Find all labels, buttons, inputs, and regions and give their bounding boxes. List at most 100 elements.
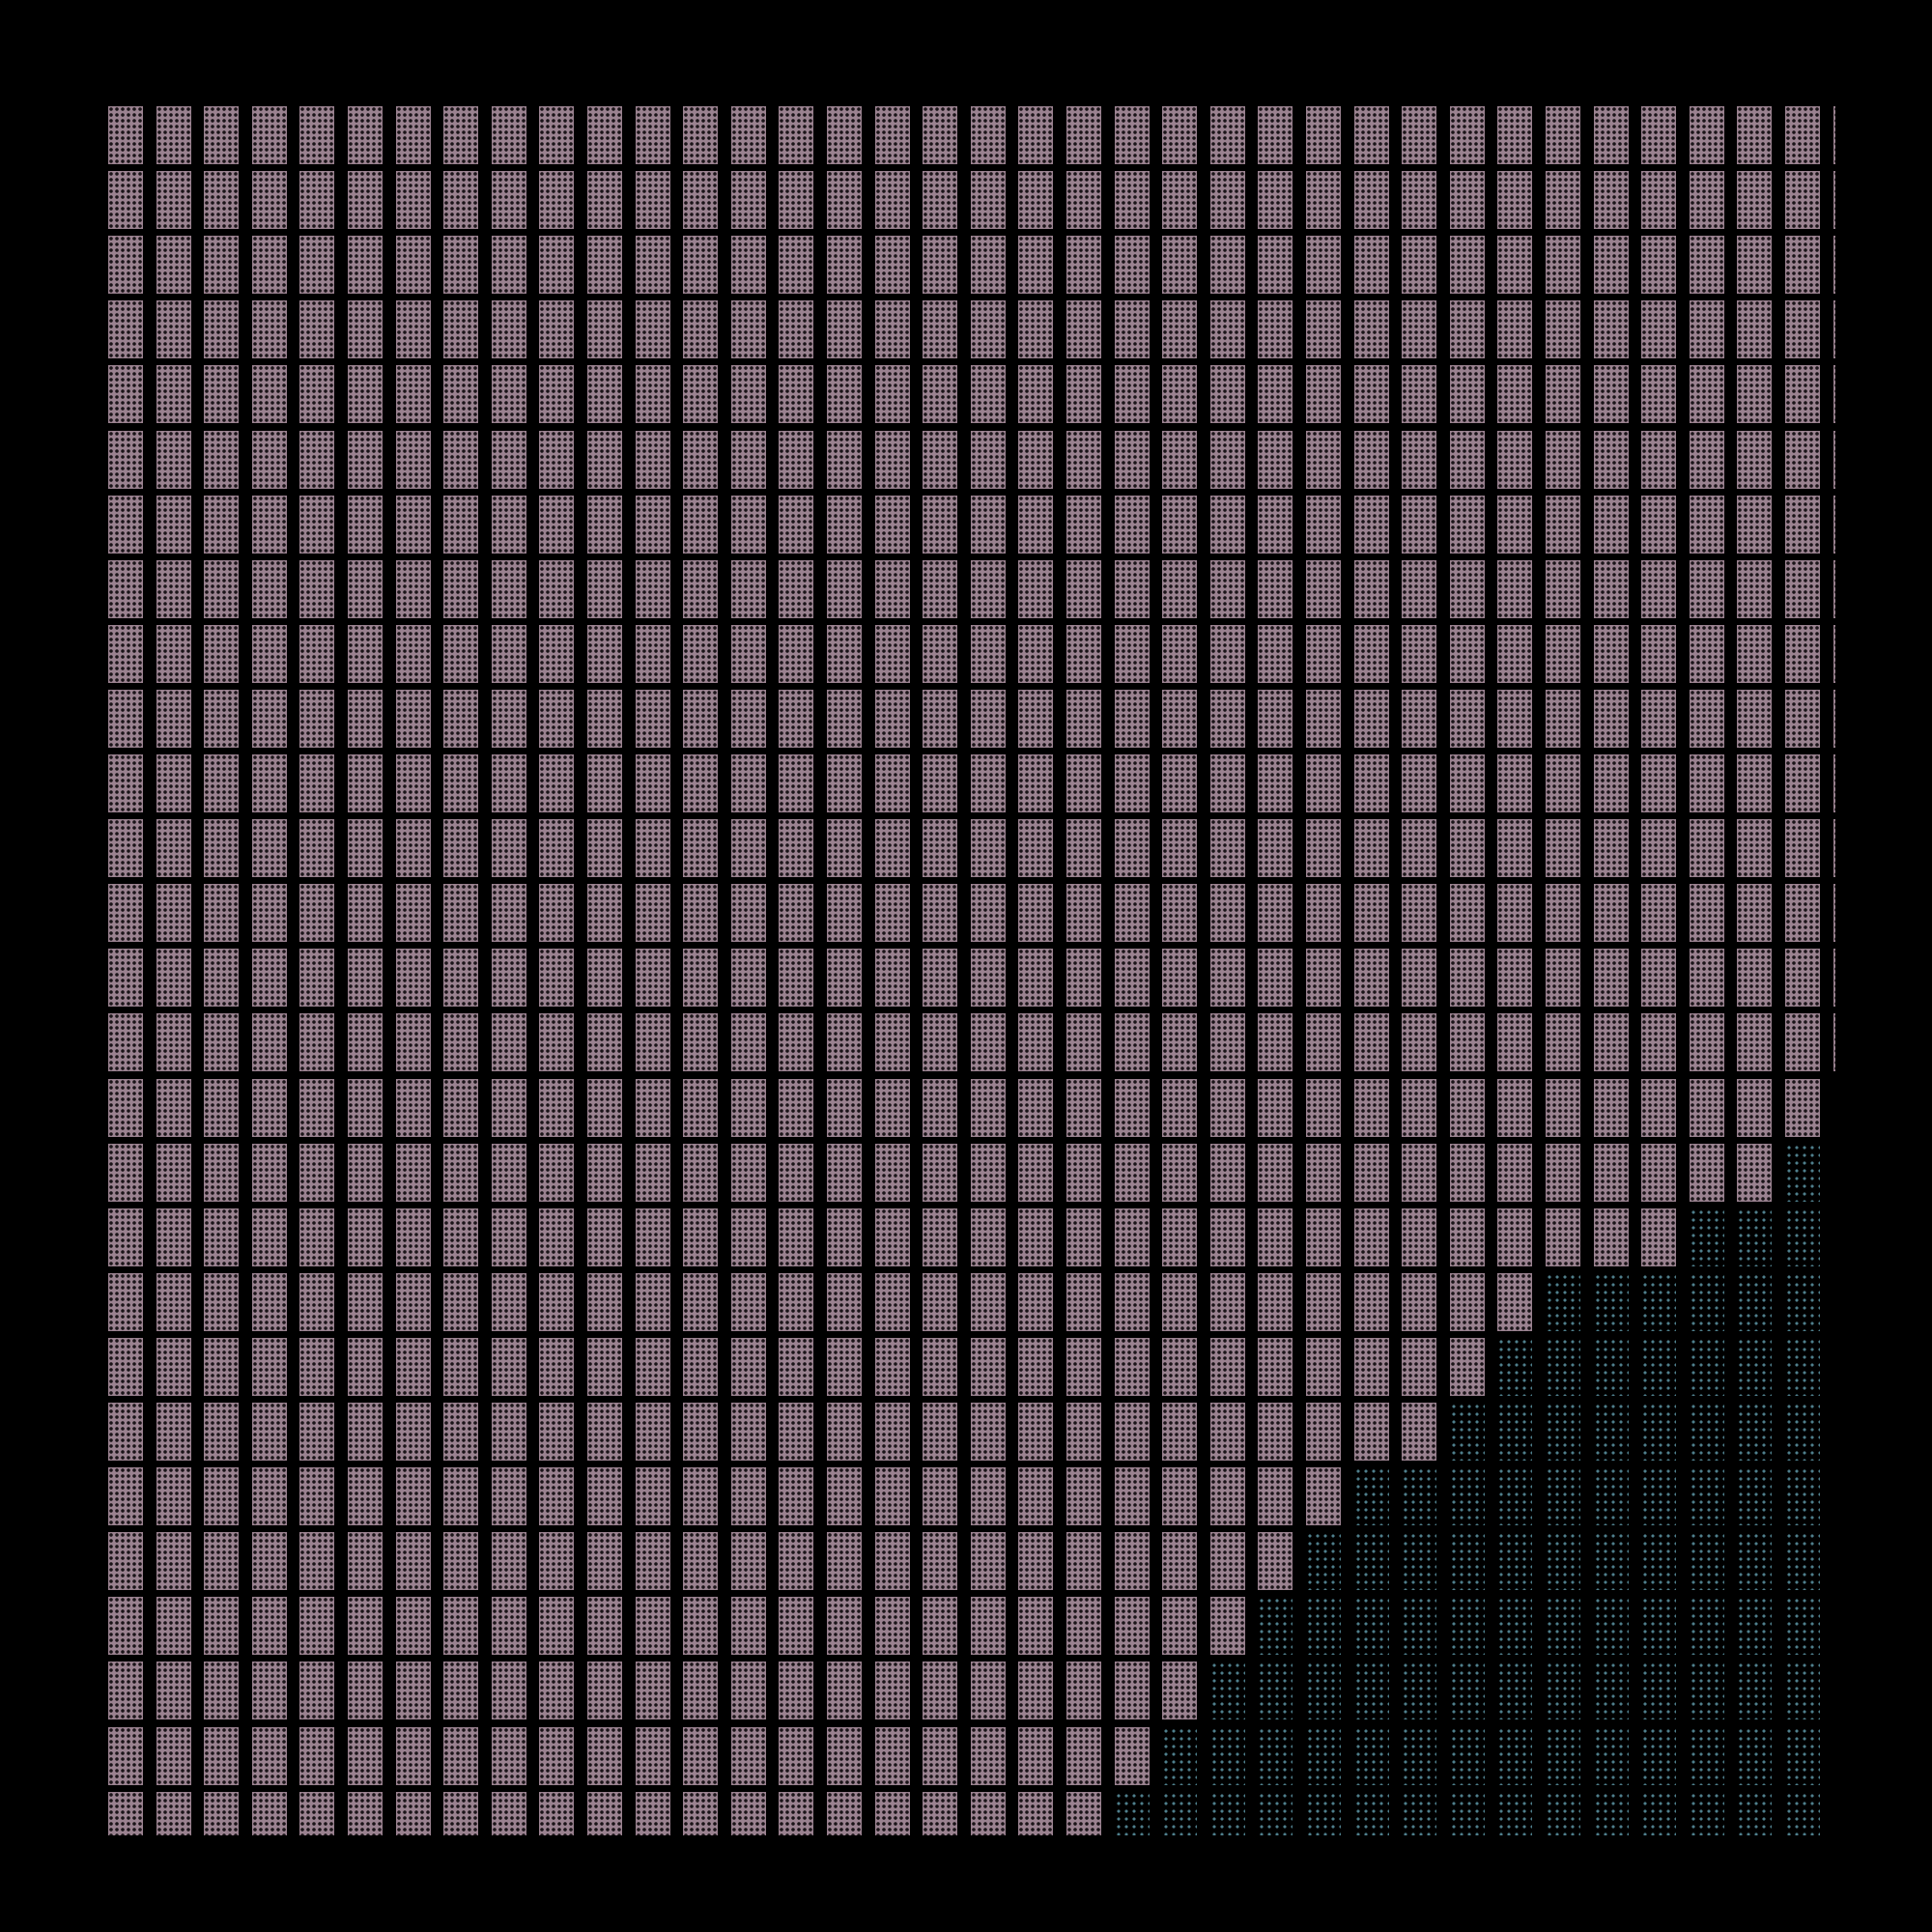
primary-cell: [1785, 171, 1820, 230]
secondary-cell: [1306, 1597, 1341, 1656]
primary-cell: [923, 300, 958, 359]
secondary-cell: [1402, 1662, 1437, 1720]
primary-cell: [204, 689, 240, 748]
primary-cell: [587, 884, 622, 943]
primary-cell: [1306, 171, 1341, 230]
secondary-cell: [1833, 1791, 1835, 1835]
primary-cell: [730, 949, 766, 1008]
primary-cell: [491, 1662, 526, 1720]
primary-cell: [1018, 1532, 1054, 1591]
primary-cell: [635, 1467, 670, 1526]
primary-cell: [1066, 1532, 1101, 1591]
primary-cell: [923, 430, 958, 489]
primary-cell: [539, 1337, 575, 1396]
primary-cell: [156, 1467, 191, 1526]
primary-cell: [1114, 1337, 1150, 1396]
secondary-cell: [1785, 1791, 1820, 1835]
primary-cell: [1833, 236, 1835, 295]
secondary-cell: [1689, 1662, 1724, 1720]
primary-cell: [1833, 949, 1835, 1008]
primary-cell: [156, 1403, 191, 1461]
primary-cell: [1209, 819, 1245, 878]
primary-cell: [923, 1791, 958, 1835]
primary-cell: [1306, 559, 1341, 618]
primary-cell: [1162, 1532, 1198, 1591]
primary-cell: [874, 559, 910, 618]
primary-cell: [730, 1272, 766, 1331]
primary-cell: [156, 236, 191, 295]
primary-cell: [1353, 106, 1389, 164]
primary-cell: [395, 1078, 431, 1137]
primary-cell: [1737, 689, 1773, 748]
primary-cell: [730, 1143, 766, 1202]
primary-cell: [204, 495, 240, 554]
primary-cell: [1497, 1143, 1533, 1202]
primary-cell: [587, 1662, 622, 1720]
primary-cell: [874, 106, 910, 164]
primary-cell: [443, 624, 479, 683]
primary-cell: [730, 1532, 766, 1591]
primary-cell: [1209, 949, 1245, 1008]
primary-cell: [1018, 171, 1054, 230]
primary-cell: [395, 559, 431, 618]
secondary-cell: [1497, 1532, 1533, 1591]
primary-cell: [1402, 495, 1437, 554]
primary-cell: [827, 819, 862, 878]
primary-cell: [204, 1208, 240, 1266]
primary-cell: [348, 495, 383, 554]
primary-cell: [443, 365, 479, 424]
primary-cell: [108, 236, 143, 295]
primary-cell: [730, 430, 766, 489]
primary-cell: [539, 559, 575, 618]
secondary-cell: [1641, 1662, 1677, 1720]
primary-cell: [1833, 884, 1835, 943]
primary-cell: [970, 1143, 1006, 1202]
primary-cell: [1306, 495, 1341, 554]
primary-cell: [1066, 365, 1101, 424]
primary-cell: [204, 819, 240, 878]
primary-cell: [539, 300, 575, 359]
primary-cell: [874, 819, 910, 878]
primary-cell: [779, 1208, 814, 1266]
primary-cell: [1593, 106, 1629, 164]
primary-cell: [539, 1013, 575, 1072]
primary-cell: [1258, 106, 1293, 164]
primary-cell: [635, 236, 670, 295]
primary-cell: [251, 1467, 287, 1526]
primary-cell: [1306, 624, 1341, 683]
primary-cell: [1402, 1208, 1437, 1266]
primary-cell: [1449, 1208, 1485, 1266]
primary-cell: [827, 1791, 862, 1835]
primary-cell: [874, 1403, 910, 1461]
primary-cell: [395, 236, 431, 295]
primary-cell: [1497, 495, 1533, 554]
primary-cell: [1833, 106, 1835, 164]
primary-cell: [348, 106, 383, 164]
primary-cell: [1162, 1272, 1198, 1331]
secondary-cell: [1258, 1597, 1293, 1656]
primary-cell: [635, 1662, 670, 1720]
primary-cell: [1449, 1078, 1485, 1137]
primary-cell: [395, 1208, 431, 1266]
primary-cell: [683, 819, 719, 878]
primary-cell: [730, 559, 766, 618]
primary-cell: [1306, 365, 1341, 424]
primary-cell: [1785, 495, 1820, 554]
primary-cell: [1114, 884, 1150, 943]
primary-cell: [1209, 1272, 1245, 1331]
primary-cell: [443, 1467, 479, 1526]
secondary-cell: [1593, 1726, 1629, 1785]
primary-cell: [1497, 1208, 1533, 1266]
primary-cell: [970, 171, 1006, 230]
primary-cell: [1689, 236, 1724, 295]
primary-cell: [539, 365, 575, 424]
primary-cell: [1593, 689, 1629, 748]
secondary-cell: [1209, 1726, 1245, 1785]
primary-cell: [1258, 1337, 1293, 1396]
primary-cell: [1546, 819, 1580, 878]
primary-cell: [827, 754, 862, 812]
primary-cell: [348, 1078, 383, 1137]
primary-cell: [108, 949, 143, 1008]
primary-cell: [299, 1078, 335, 1137]
primary-cell: [156, 1791, 191, 1835]
